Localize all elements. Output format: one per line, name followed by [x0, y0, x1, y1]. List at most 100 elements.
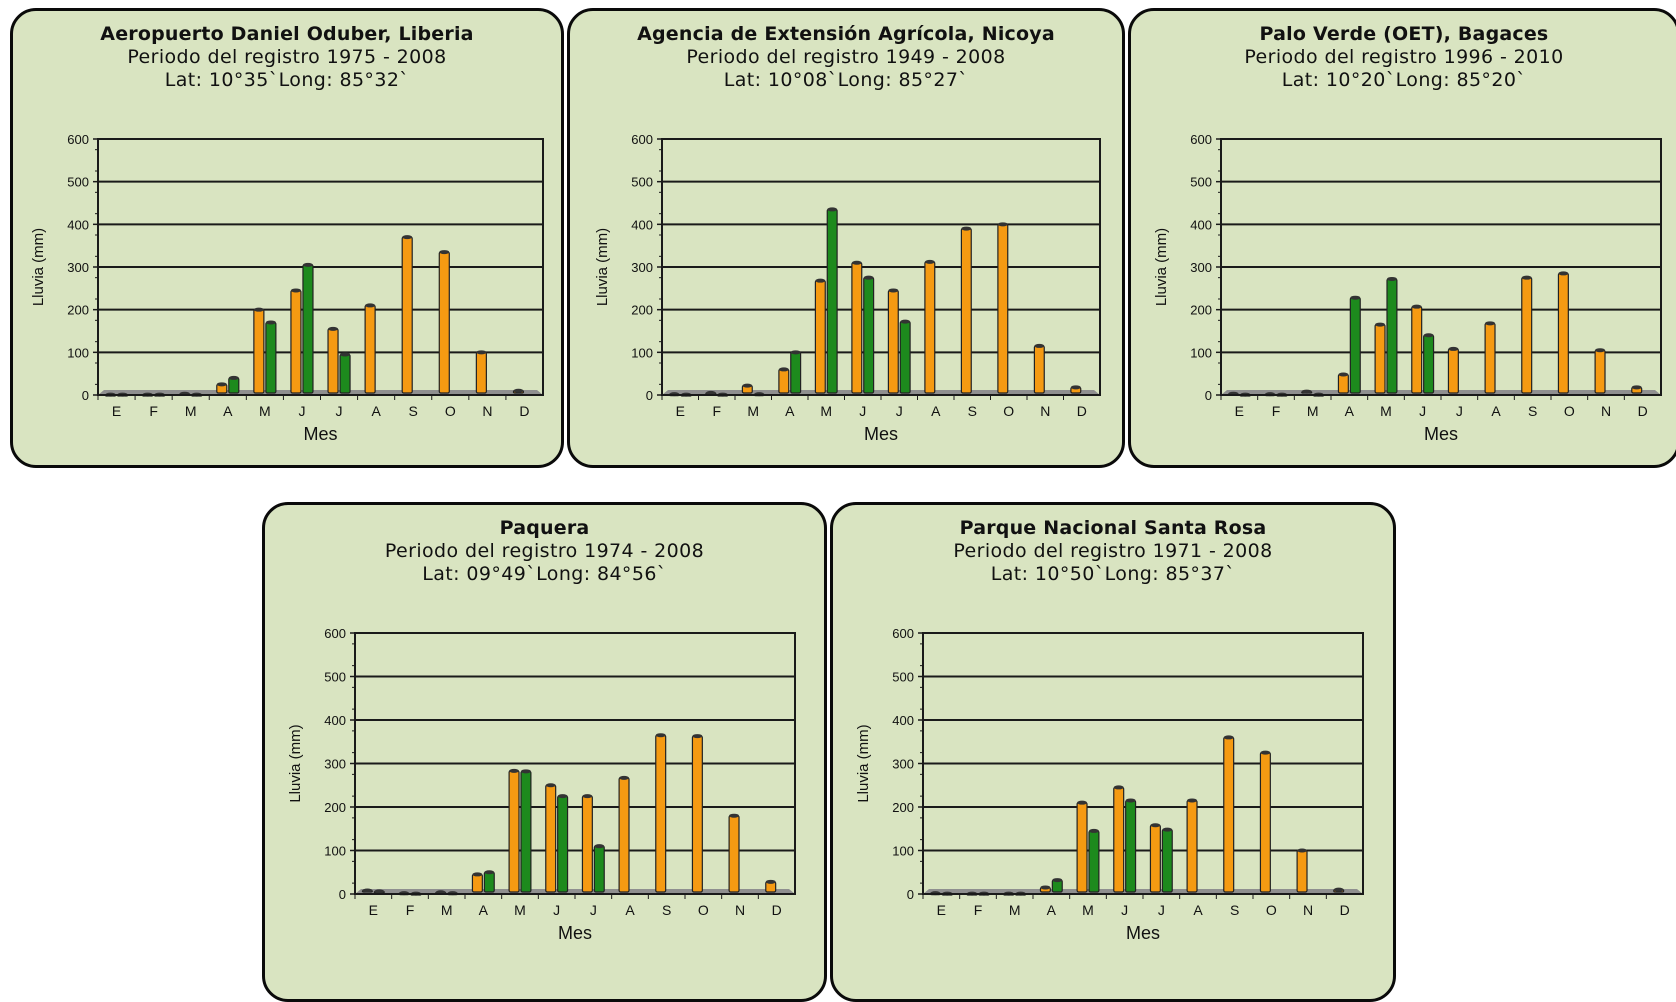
chart-svg: 0 100 200 300 400 500 600 E F M A M J J A S O N D Mes Lluvia…	[30, 132, 544, 444]
bar-cap	[1631, 385, 1642, 390]
bar-cap	[1333, 887, 1344, 892]
bar	[814, 280, 826, 394]
bar	[364, 304, 376, 394]
chart-svg: 0 100 200 300 400 500 600 E F M A M J J A S O N D Mes Lluvia…	[287, 626, 796, 943]
y-tick-label: 100	[631, 345, 653, 360]
x-tick-label: F	[712, 403, 721, 419]
bar	[618, 777, 630, 893]
x-tick-label: D	[772, 902, 782, 918]
bar-cap	[815, 278, 826, 283]
chart-coordinates: Lat: 10°35`Long: 85°32`	[164, 69, 410, 91]
y-tick-label: 200	[631, 303, 653, 318]
x-tick-label: F	[149, 403, 158, 419]
y-tick-label: 100	[324, 844, 346, 859]
bar	[1161, 829, 1173, 893]
x-tick-label: E	[676, 403, 685, 419]
bar	[1447, 348, 1459, 394]
bar-cap	[1034, 343, 1045, 348]
y-tick-label: 200	[1190, 303, 1212, 318]
chart-panel-nicoya: Agencia de Extensión Agrícola, Nicoya Pe…	[567, 8, 1125, 468]
x-axis-title: Mes	[1424, 424, 1458, 444]
x-tick-label: O	[445, 403, 456, 419]
y-tick-label: 300	[1190, 260, 1212, 275]
bar	[1186, 799, 1198, 893]
bar-cap	[1387, 276, 1397, 281]
bar-cap	[513, 388, 524, 393]
bar-cap	[1077, 800, 1087, 805]
bar-cap	[1338, 372, 1349, 377]
chart-title: Palo Verde (OET), Bagaces	[1259, 23, 1549, 45]
bar-cap	[228, 375, 239, 380]
x-tick-label: F	[406, 902, 415, 918]
chart-svg: 0 100 200 300 400 500 600 E F M A M J J A S O N D Mes Lluvia…	[594, 132, 1101, 444]
x-tick-label: S	[1230, 902, 1239, 918]
y-tick-label: 0	[907, 887, 914, 902]
bar-cap	[402, 235, 413, 240]
y-tick-label: 100	[67, 345, 89, 360]
x-tick-label: J	[553, 902, 560, 918]
bar-cap	[924, 259, 935, 264]
bar-cap	[863, 275, 874, 280]
x-tick-label: M	[1380, 403, 1392, 419]
x-tick-label: A	[931, 403, 941, 419]
bar	[401, 236, 413, 394]
bar-cap	[1595, 348, 1605, 353]
bar-cap	[1485, 321, 1495, 326]
bar	[557, 795, 569, 893]
bar	[691, 735, 703, 893]
bar	[1386, 278, 1398, 394]
bar-cap	[521, 769, 531, 774]
bar-cap	[765, 879, 776, 884]
bar	[899, 321, 911, 394]
y-tick-label: 100	[892, 844, 914, 859]
bar	[253, 309, 265, 394]
bar	[593, 845, 605, 893]
y-tick-label: 400	[1190, 217, 1212, 232]
x-tick-label: A	[1193, 902, 1203, 918]
bar-cap	[790, 350, 801, 355]
chart-coordinates: Lat: 10°50`Long: 85°37`	[990, 563, 1236, 585]
y-tick-label: 200	[324, 800, 346, 815]
x-axis-title: Mes	[1126, 923, 1160, 943]
y-tick-label: 600	[324, 626, 346, 641]
x-tick-label: J	[1419, 403, 1426, 419]
bar-cap	[302, 262, 313, 267]
x-tick-label: O	[1564, 403, 1575, 419]
bar-cap	[997, 222, 1008, 227]
bar-cap	[1350, 295, 1361, 300]
plot-floor	[923, 889, 1363, 894]
chart-panel-santa-rosa: Parque Nacional Santa Rosa Periodo del r…	[830, 502, 1396, 1002]
x-tick-label: N	[1040, 403, 1050, 419]
bar	[1033, 345, 1045, 394]
bar-cap	[290, 288, 301, 293]
x-tick-label: A	[625, 902, 635, 918]
y-tick-label: 400	[67, 217, 89, 232]
y-tick-label: 600	[1190, 132, 1212, 147]
bar	[826, 208, 838, 394]
bar-cap	[851, 260, 862, 265]
x-tick-label: M	[1082, 902, 1094, 918]
x-tick-label: E	[937, 902, 946, 918]
bar-cap	[509, 768, 519, 773]
x-tick-label: N	[1303, 902, 1313, 918]
y-tick-label: 0	[82, 388, 89, 403]
bar	[1423, 334, 1435, 394]
chart-coordinates: Lat: 10°20`Long: 85°20`	[1281, 69, 1527, 91]
x-tick-label: S	[1528, 403, 1537, 419]
bar	[960, 228, 972, 394]
chart-coordinates: Lat: 10°08`Long: 85°27`	[723, 69, 969, 91]
chart-panel-liberia: Aeropuerto Daniel Oduber, Liberia Period…	[10, 8, 564, 468]
y-tick-label: 300	[67, 260, 89, 275]
y-tick-label: 0	[1205, 388, 1212, 403]
x-tick-label: J	[1456, 403, 1463, 419]
bar-cap	[265, 320, 276, 325]
bar-cap	[1297, 848, 1307, 853]
bar	[1223, 736, 1235, 893]
x-tick-label: N	[1601, 403, 1611, 419]
bar	[1557, 272, 1569, 394]
x-tick-label: M	[259, 403, 271, 419]
x-tick-label: M	[747, 403, 759, 419]
bar-cap	[1070, 385, 1081, 390]
bar	[228, 377, 240, 394]
bar	[924, 261, 936, 394]
